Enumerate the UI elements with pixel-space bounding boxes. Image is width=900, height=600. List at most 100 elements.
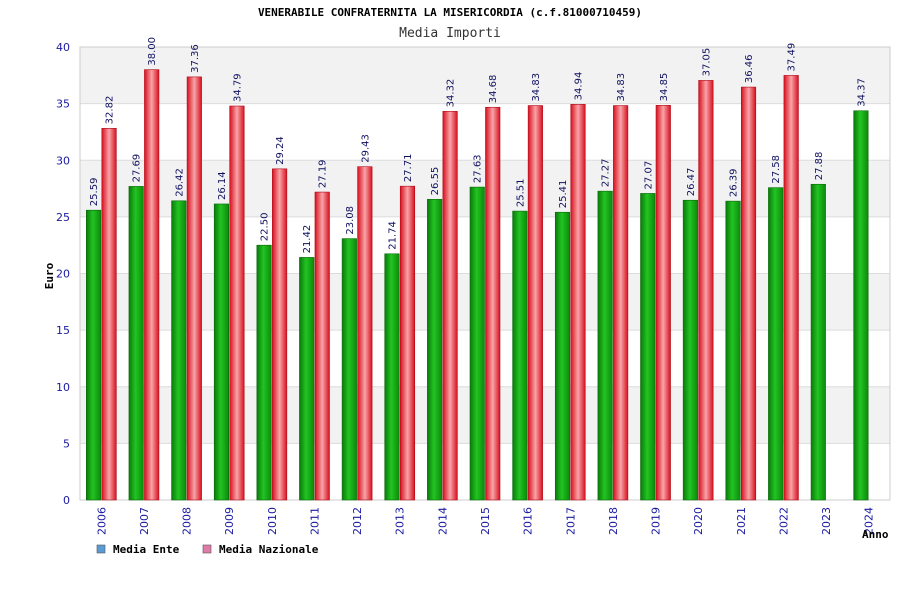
plot-border [79,46,891,501]
x-tick-label: 2018 [607,507,620,535]
data-label-ente: 26.39 [729,168,740,197]
y-tick-label: 30 [56,154,70,167]
data-label-nazionale: 34.68 [488,75,499,104]
x-tick-label: 2007 [138,507,151,535]
x-tick-label: 2022 [777,507,790,535]
data-label-ente: 27.63 [473,154,484,183]
data-label-nazionale: 38.00 [147,37,158,66]
bar-nazionale [229,105,245,501]
data-label-nazionale: 34.85 [659,73,670,102]
data-label-ente: 27.07 [643,161,654,190]
data-label-ente: 22.50 [260,213,271,242]
data-label-ente: 27.88 [814,152,825,181]
bar-nazionale [740,86,757,501]
x-axis: 2006 2007 2008 2009 2010 2011 2012 2013 2014 2015… [95,507,875,535]
chart-subtitle: Media Importi [399,26,501,41]
y-tick-label: 20 [56,268,70,281]
bar-nazionale [399,185,416,501]
bar-ente [256,244,272,501]
bar-ente [171,200,187,501]
bar-ente [640,193,656,501]
bar-nazionale [527,105,543,501]
bar-ente [128,186,144,501]
bar-nazionale [442,111,458,501]
bar-ente [554,211,571,501]
bar-nazionale [613,105,629,501]
bar-ente [341,238,357,501]
data-label-ente: 25.51 [515,178,526,207]
data-label-ente: 21.42 [302,225,313,254]
data-label-nazionale: 34.94 [574,72,585,101]
bar-ente [299,257,315,501]
x-tick-label: 2008 [181,507,194,535]
data-label-ente: 26.55 [430,167,441,196]
bar-ente [682,199,698,501]
x-tick-label: 2024 [863,507,876,535]
data-label-nazionale: 34.83 [531,73,542,102]
y-axis: 0 5 10 15 20 25 30 35 40 [56,41,70,507]
y-axis-label: Euro [43,262,56,289]
data-label-ente: 27.58 [771,155,782,184]
legend-label-nazionale: Media Nazionale [219,543,319,556]
bar-nazionale [570,104,586,501]
x-tick-label: 2010 [266,507,279,535]
bar-ente [853,110,869,501]
y-tick-label: 25 [56,211,70,224]
bar-nazionale [783,75,799,501]
data-label-ente: 27.69 [132,154,143,183]
data-label-ente: 27.27 [601,159,612,188]
bar-ente [427,199,443,501]
data-label-ente: 23.08 [345,206,356,235]
x-tick-label: 2023 [820,507,833,535]
y-tick-label: 10 [56,381,70,394]
bar-ente [469,186,485,501]
bar-ente [213,203,230,501]
bar-nazionale [186,76,202,501]
y-tick-label: 5 [63,437,70,450]
x-tick-label: 2014 [436,507,449,535]
data-label-ente: 26.42 [174,168,185,197]
bar-ente [384,253,400,501]
x-tick-label: 2017 [564,507,577,535]
y-tick-label: 15 [56,324,70,337]
data-label-ente: 34.37 [856,78,867,107]
data-label-nazionale: 37.05 [701,48,712,77]
y-tick-label: 40 [56,41,70,54]
data-label-nazionale: 37.49 [787,43,798,72]
data-label-nazionale: 37.36 [190,44,201,73]
x-tick-label: 2009 [223,507,236,535]
x-tick-label: 2021 [735,507,748,535]
legend-label-ente: Media Ente [113,543,180,556]
bar-nazionale [357,166,373,501]
data-label-nazionale: 27.19 [318,159,329,188]
x-tick-label: 2006 [95,507,108,535]
legend: Media Ente Media Nazionale [96,543,319,556]
data-label-nazionale: 29.43 [360,134,371,163]
bar-nazionale [485,106,501,501]
bars-group: 25.59 27.69 26.42 26.14 22.50 21.42 23.08 21.74… [86,37,869,501]
data-label-ente: 26.14 [217,171,228,200]
bar-ente [512,210,528,501]
data-label-nazionale: 36.46 [744,54,755,83]
data-label-ente: 25.41 [558,180,569,209]
x-tick-label: 2020 [692,507,705,535]
bar-nazionale [655,105,671,501]
x-tick-label: 2019 [650,507,663,535]
bar-nazionale [314,191,330,501]
x-tick-label: 2011 [308,507,321,535]
x-tick-label: 2013 [394,507,407,535]
bar-ente [768,187,784,501]
data-label-ente: 25.59 [89,178,100,207]
bar-nazionale [698,80,714,501]
x-tick-label: 2015 [479,507,492,535]
bar-ente [86,209,102,501]
data-label-nazionale: 34.83 [616,73,627,102]
y-tick-label: 0 [63,494,70,507]
x-tick-label: 2012 [351,507,364,535]
x-axis-label: Anno [862,528,889,541]
bar-ente [597,190,613,501]
bar-ente [725,200,741,501]
y-tick-label: 35 [56,98,70,111]
x-tick-label: 2016 [522,507,535,535]
